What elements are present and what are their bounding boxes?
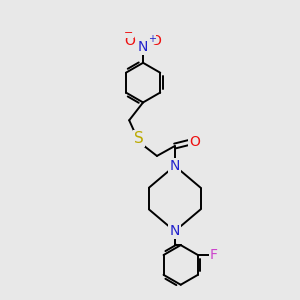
- Text: O: O: [189, 135, 200, 149]
- Text: F: F: [210, 248, 218, 262]
- Text: O: O: [151, 34, 161, 48]
- Text: +: +: [148, 34, 156, 44]
- Text: −: −: [124, 28, 134, 38]
- Text: N: N: [138, 40, 148, 54]
- Text: S: S: [134, 130, 144, 146]
- Text: N: N: [169, 159, 180, 173]
- Text: N: N: [169, 224, 180, 238]
- Text: O: O: [125, 34, 136, 48]
